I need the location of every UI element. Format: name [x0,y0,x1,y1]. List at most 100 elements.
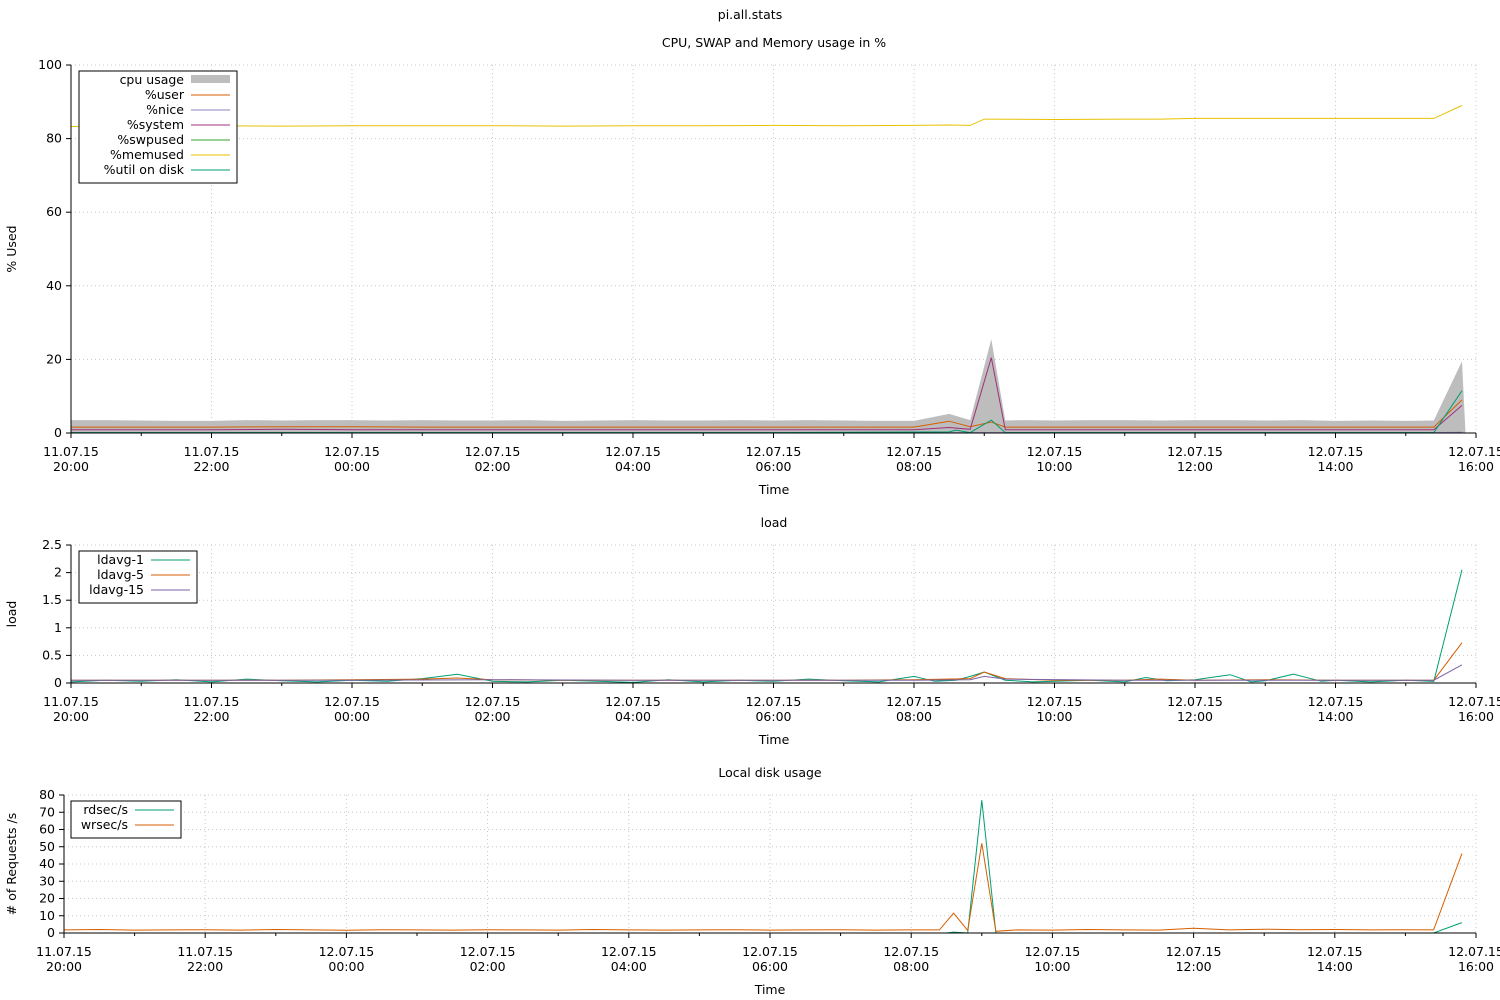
x-tick-label-time: 02:00 [470,959,506,974]
x-tick-label-time: 20:00 [53,709,89,724]
load-chart-title: load [761,515,788,530]
x-tick-label-date: 12.07.15 [746,444,802,459]
x-tick-label-time: 06:00 [752,959,788,974]
load-chart-xlabel: Time [758,732,790,747]
x-tick-label-date: 12.07.15 [1167,444,1223,459]
x-tick-label-time: 08:00 [896,709,932,724]
disk-chart: Local disk usage # of Requests /s Time 0… [4,765,1500,997]
x-tick-label-date: 12.07.15 [1308,444,1364,459]
series-line-ldavg15 [71,664,1463,681]
y-tick-label: 40 [46,278,62,293]
y-tick-label: 0 [54,425,62,440]
x-tick-label-time: 08:00 [893,959,929,974]
series-line-user [71,399,1463,428]
x-tick-label-date: 11.07.15 [36,944,92,959]
x-tick-label-time: 02:00 [474,709,510,724]
y-tick-label: 30 [39,873,55,888]
legend-label-swpused: %swpused [117,132,184,147]
x-tick-label-time: 16:00 [1458,709,1494,724]
y-tick-label: 20 [46,351,62,366]
x-tick-label-date: 12.07.15 [319,944,375,959]
x-tick-label-date: 11.07.15 [184,444,240,459]
y-tick-label: 0 [54,675,62,690]
y-tick-label: 60 [46,204,62,219]
x-tick-label-time: 12:00 [1177,459,1213,474]
series-area-cpu_usage [71,339,1466,433]
x-tick-label-time: 04:00 [615,459,651,474]
x-tick-label-time: 14:00 [1317,709,1353,724]
x-tick-label-time: 12:00 [1176,959,1212,974]
y-tick-label: 2 [54,565,62,580]
x-tick-label-time: 22:00 [193,459,229,474]
page-title: pi.all.stats [718,7,782,22]
y-tick-label: 1.5 [42,592,62,607]
series-line-rdsec [64,800,1463,934]
cpu-chart: CPU, SWAP and Memory usage in % % Used T… [4,35,1500,497]
y-tick-label: 100 [38,57,62,72]
load-chart-ylabel: load [4,601,19,628]
x-tick-label-time: 20:00 [53,459,89,474]
x-tick-label-date: 11.07.15 [177,944,233,959]
legend-label-ldavg15: ldavg-15 [89,582,144,597]
y-tick-label: 60 [39,822,55,837]
x-tick-label-time: 06:00 [755,459,791,474]
x-tick-label-time: 00:00 [334,709,370,724]
x-tick-label-date: 12.07.15 [886,444,942,459]
x-tick-label-date: 12.07.15 [1027,444,1083,459]
x-tick-label-date: 12.07.15 [460,944,516,959]
x-tick-label-time: 08:00 [896,459,932,474]
x-tick-label-date: 12.07.15 [883,944,939,959]
x-tick-label-time: 00:00 [328,959,364,974]
legend-label-util_disk: %util on disk [104,162,185,177]
x-tick-label-time: 22:00 [193,709,229,724]
cpu-chart-title: CPU, SWAP and Memory usage in % [662,35,886,50]
legend-box [70,800,182,839]
x-tick-label-time: 10:00 [1034,959,1070,974]
x-tick-label-date: 12.07.15 [605,444,661,459]
y-tick-label: 70 [39,804,55,819]
legend-label-cpu_usage: cpu usage [120,72,185,87]
x-tick-label-date: 12.07.15 [605,694,661,709]
cpu-chart-ylabel: % Used [4,225,19,272]
x-tick-label-time: 22:00 [187,959,223,974]
y-tick-label: 0.5 [42,647,62,662]
x-tick-label-time: 12:00 [1177,709,1213,724]
y-tick-label: 50 [39,839,55,854]
disk-chart-title: Local disk usage [718,765,822,780]
legend-label-system: %system [127,117,184,132]
x-tick-label-time: 04:00 [611,959,647,974]
x-tick-label-date: 12.07.15 [1307,944,1363,959]
x-tick-label-date: 12.07.15 [1448,944,1500,959]
x-tick-label-date: 12.07.15 [324,444,380,459]
x-tick-label-time: 02:00 [474,459,510,474]
y-tick-label: 1 [54,620,62,635]
x-tick-label-time: 00:00 [334,459,370,474]
series-line-memused [70,105,1463,127]
disk-chart-xlabel: Time [754,982,786,997]
y-tick-label: 20 [39,891,55,906]
series-line-wrsec [63,843,1463,932]
x-tick-label-date: 12.07.15 [1166,944,1222,959]
x-tick-label-date: 12.07.15 [746,694,802,709]
disk-plot-area: 0102030405060708011.07.1520:0011.07.1522… [36,787,1500,974]
x-tick-label-date: 12.07.15 [1308,694,1364,709]
x-tick-label-time: 10:00 [1036,459,1072,474]
y-tick-label: 40 [39,856,55,871]
legend-label-ldavg5: ldavg-5 [97,567,144,582]
y-tick-label: 10 [39,908,55,923]
series-line-system [71,357,1463,431]
x-tick-label-date: 12.07.15 [742,944,798,959]
x-tick-label-time: 16:00 [1458,959,1494,974]
x-tick-label-date: 12.07.15 [1448,444,1500,459]
disk-chart-ylabel: # of Requests /s [4,813,19,915]
series-line-ldavg1 [70,569,1463,683]
x-tick-label-time: 14:00 [1317,459,1353,474]
cpu-plot-area: 02040608010011.07.1520:0011.07.1522:0012… [38,57,1500,474]
x-tick-label-date: 12.07.15 [1025,944,1081,959]
x-tick-label-date: 12.07.15 [465,444,521,459]
legend-box [78,70,238,184]
x-tick-label-time: 14:00 [1317,959,1353,974]
cpu-chart-xlabel: Time [758,482,790,497]
x-tick-label-time: 20:00 [46,959,82,974]
